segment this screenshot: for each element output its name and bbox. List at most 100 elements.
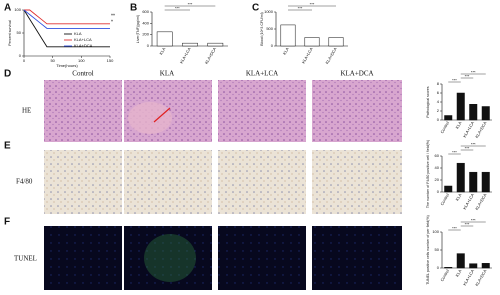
- significance: **: [111, 13, 115, 19]
- significance: ***: [471, 70, 476, 75]
- x-tick-label: KLA: [454, 192, 462, 201]
- row-label: TUNEL: [14, 255, 37, 263]
- bar: [456, 253, 465, 269]
- panel-letter: C: [252, 3, 259, 14]
- y-axis-label: Liver(TNF)(pg/ml): [136, 15, 140, 43]
- y-tick-label: 50: [17, 30, 22, 35]
- y-axis-label: Percent survival: [8, 20, 12, 46]
- y-tick-label: 4: [437, 99, 440, 104]
- panel-letter: D: [4, 69, 11, 80]
- micrograph: [44, 150, 122, 214]
- significance: ***: [298, 6, 303, 11]
- y-tick-label: 0: [271, 43, 274, 48]
- micrograph: [124, 150, 212, 214]
- significance: ***: [188, 2, 193, 7]
- panel-letter: A: [4, 3, 11, 14]
- survival-line: [23, 9, 110, 29]
- significance: ***: [465, 146, 470, 151]
- y-tick-label: 0: [147, 43, 150, 48]
- y-axis-label: TUNEL positive cells number of per field…: [426, 215, 430, 285]
- y-axis-label: Pathological scores: [426, 86, 430, 117]
- micrograph: [312, 226, 402, 290]
- y-tick-label: 0: [437, 189, 440, 194]
- column-label: Control: [72, 70, 93, 78]
- significance: ***: [452, 78, 457, 83]
- micrograph: [44, 226, 122, 290]
- bar: [481, 171, 490, 193]
- y-tick-label: 500: [266, 26, 273, 31]
- legend-label: KLA+DCA: [74, 43, 93, 48]
- x-tick-label: KLA: [282, 46, 290, 55]
- bar: [469, 171, 478, 193]
- bar: [182, 42, 198, 47]
- y-tick-label: 600: [142, 9, 149, 14]
- significance: ***: [310, 2, 315, 7]
- y-axis-label: Blood (10^3 CFU/ml): [260, 12, 264, 45]
- x-tick-label: KLA+LCA: [179, 46, 192, 64]
- x-tick-label: KLA: [454, 120, 462, 129]
- arrow: [153, 107, 171, 123]
- column-label: KLA+LCA: [246, 70, 278, 78]
- significance: ***: [452, 226, 457, 231]
- bar: [444, 185, 453, 193]
- y-tick-label: 6: [437, 90, 440, 95]
- micrograph: [218, 150, 306, 214]
- y-tick-label: 100: [432, 229, 439, 234]
- y-tick-label: 2: [437, 108, 440, 113]
- survival-line: [23, 9, 110, 48]
- column-label: KLA+DCA: [340, 70, 373, 78]
- panel-letter: E: [4, 141, 11, 152]
- bar: [456, 92, 465, 121]
- bar: [444, 115, 453, 121]
- bar: [469, 263, 478, 269]
- x-tick-label: 150: [107, 58, 114, 63]
- x-tick-label: KLA+DCA: [474, 192, 488, 211]
- y-tick-label: 0: [437, 117, 440, 122]
- x-tick-label: KLA+DCA: [204, 46, 218, 65]
- y-tick-label: 400: [142, 20, 149, 25]
- bar: [280, 24, 296, 47]
- survival-line: [24, 9, 110, 25]
- bar: [328, 37, 344, 47]
- y-tick-label: 50: [435, 247, 440, 252]
- bar: [481, 263, 490, 269]
- x-tick-label: KLA+DCA: [324, 46, 338, 65]
- significance: ***: [471, 218, 476, 223]
- bar: [469, 104, 478, 121]
- panel-letter: F: [4, 217, 10, 228]
- y-tick-label: 20: [435, 177, 440, 182]
- micrograph: [312, 150, 402, 214]
- significance: *: [111, 19, 113, 25]
- significance: ***: [465, 222, 470, 227]
- micrograph: [44, 80, 122, 142]
- x-tick-label: KLA: [158, 46, 166, 55]
- stain: [144, 234, 196, 282]
- significance: ***: [471, 142, 476, 147]
- lesion: [128, 102, 172, 134]
- legend-label: KLA: [74, 31, 82, 36]
- y-tick-label: 100: [14, 7, 21, 12]
- bar: [481, 106, 490, 121]
- x-tick-label: KLA+LCA: [462, 192, 475, 210]
- x-tick-label: KLA: [454, 268, 462, 277]
- micrographs: [44, 80, 402, 290]
- micrograph: [218, 80, 306, 142]
- y-tick-label: 0: [19, 53, 22, 58]
- significance: ***: [175, 6, 180, 11]
- x-tick-label: Control: [439, 268, 450, 282]
- x-tick-label: Control: [439, 120, 450, 134]
- y-tick-label: 40: [435, 165, 440, 170]
- x-tick-label: KLA+DCA: [474, 120, 488, 139]
- bar: [304, 37, 320, 47]
- y-tick-label: 8: [437, 81, 440, 86]
- y-tick-label: 1000: [264, 9, 274, 14]
- micrograph: [218, 226, 306, 290]
- x-tick-label: 50: [50, 58, 55, 63]
- x-tick-label: 0: [23, 58, 26, 63]
- significance: ***: [452, 150, 457, 155]
- row-label: F4/80: [16, 178, 33, 186]
- bar: [456, 162, 465, 193]
- micrograph: [124, 226, 212, 290]
- x-tick-label: KLA+LCA: [462, 268, 475, 286]
